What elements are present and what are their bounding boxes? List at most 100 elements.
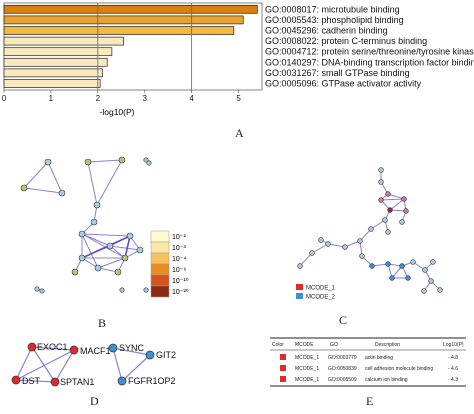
category-label: GO:0008022: protein C-terminus binding xyxy=(265,36,427,46)
network-node xyxy=(297,263,303,269)
gene-node-fgfr1op2 xyxy=(117,376,127,386)
network-node xyxy=(44,158,52,166)
table-row-color-swatch xyxy=(280,376,286,382)
panel-b-network xyxy=(23,159,150,292)
network-node xyxy=(136,246,144,254)
network-node xyxy=(90,218,98,226)
network-node xyxy=(368,226,374,232)
col-header-logp: Log10(P) xyxy=(443,342,464,348)
category-labels: GO:0008017: microtubule bindingGO:000554… xyxy=(265,4,474,88)
x-tick-label: 1 xyxy=(49,94,54,103)
mcode1-legend-label: MCODE_1 xyxy=(306,286,336,292)
color-scale-swatch xyxy=(150,274,170,287)
panel-a-bar-chart: GO:0008017: microtubule bindingGO:000554… xyxy=(2,2,474,117)
reference-lines xyxy=(97,3,193,90)
table-cell-logp: - 4.8 xyxy=(448,355,458,361)
table-cell-description: cell adhesion molecule binding xyxy=(365,366,433,372)
network-node xyxy=(357,238,363,244)
category-label: GO:0031267: small GTPase binding xyxy=(265,68,410,78)
network-node xyxy=(385,191,391,197)
network-node xyxy=(385,229,391,235)
table-cell-go: GO:0050839 xyxy=(328,366,357,372)
table-cell-logp: - 4.3 xyxy=(448,377,458,383)
network-node xyxy=(342,244,348,250)
col-header-description: Description xyxy=(375,342,400,348)
network-node xyxy=(119,287,125,293)
panel-b-letter: B xyxy=(98,316,106,330)
color-scale-label: 10⁻²⁰ xyxy=(172,288,189,296)
network-node xyxy=(71,268,79,276)
mcode1-legend-swatch xyxy=(296,284,303,290)
mcode2-legend-label: MCODE_2 xyxy=(306,295,336,301)
gene-label-sync: SYNC xyxy=(119,343,145,353)
network-node xyxy=(359,253,365,259)
network-node xyxy=(403,208,409,214)
panel-e-letter: E xyxy=(366,394,373,408)
gene-label-dst: DST xyxy=(22,376,41,386)
bar-series xyxy=(3,4,258,88)
network-node xyxy=(106,242,114,250)
table-cell-mcode: MCODE_1 xyxy=(295,377,319,383)
category-label: GO:0005543: phospholipid binding xyxy=(265,15,404,25)
color-scale-swatch xyxy=(150,263,170,276)
network-node xyxy=(39,288,45,294)
network-node xyxy=(399,219,405,225)
gene-node-macf1 xyxy=(69,345,79,355)
panel-b-nodes xyxy=(20,156,152,294)
category-label: GO:0045296: cadherin binding xyxy=(265,26,388,36)
panel-d-network xyxy=(15,346,151,383)
panel-d-letter: D xyxy=(90,394,99,408)
gene-label-macf1: MACF1 xyxy=(80,346,111,356)
gene-label-sptan1: SPTAN1 xyxy=(60,377,94,387)
network-node xyxy=(78,254,86,262)
category-label: GO:0140297: DNA-binding transcription fa… xyxy=(265,57,474,67)
plot-area-frame xyxy=(3,2,263,91)
network-node xyxy=(143,287,149,293)
table-row-color-swatch xyxy=(280,365,286,371)
x-tick-label: 0 xyxy=(2,94,7,103)
table-cell-mcode: MCODE_1 xyxy=(295,366,319,372)
network-node xyxy=(20,184,28,192)
bar xyxy=(3,15,244,25)
color-scale-label: 10⁻⁶ xyxy=(172,267,186,274)
network-node xyxy=(437,287,443,293)
gene-node-sync xyxy=(108,343,118,353)
bar xyxy=(3,4,258,14)
network-node xyxy=(401,196,407,202)
x-tick-label: 2 xyxy=(96,94,101,103)
category-label: GO:0008017: microtubule binding xyxy=(265,4,400,14)
table-cell-description: calcium ion binding xyxy=(365,377,408,383)
gene-node-exoc1 xyxy=(27,342,37,352)
bar xyxy=(3,57,108,67)
network-node xyxy=(58,189,66,197)
network-node xyxy=(421,288,427,294)
network-node xyxy=(422,267,428,273)
color-scale-swatch xyxy=(150,230,170,243)
network-node xyxy=(318,237,324,243)
bar xyxy=(3,26,235,35)
panel-d-labels: EXOC1 MACF1 DST SPTAN1 SYNC GIT2 FGFR1OP… xyxy=(22,342,176,387)
network-node xyxy=(382,217,388,223)
network-node xyxy=(114,268,122,276)
network-node xyxy=(369,263,375,269)
network-node xyxy=(121,254,129,262)
bar xyxy=(3,36,124,46)
network-node xyxy=(34,286,40,292)
col-header-go: GO xyxy=(330,342,338,348)
x-tick-label: 3 xyxy=(143,94,148,103)
gene-label-exoc1: EXOC1 xyxy=(37,342,68,352)
panel-d-nodes xyxy=(11,342,155,387)
table-cell-description: actin binding xyxy=(365,355,393,361)
color-scale-swatch xyxy=(150,285,170,298)
network-node xyxy=(84,158,92,166)
table-row-color-swatch xyxy=(280,354,286,360)
color-scale-label: 10⁻¹⁰ xyxy=(172,277,189,285)
x-axis-label: -log10(P) xyxy=(100,107,135,117)
panel-a-letter: A xyxy=(235,126,244,140)
network-node xyxy=(430,259,436,265)
gene-node-sptan1 xyxy=(50,377,60,387)
category-label: GO:0005096: GTPase activator activity xyxy=(265,79,422,89)
x-axis-ticks: 0 1 2 3 4 5 xyxy=(2,90,241,103)
network-node xyxy=(118,156,126,164)
